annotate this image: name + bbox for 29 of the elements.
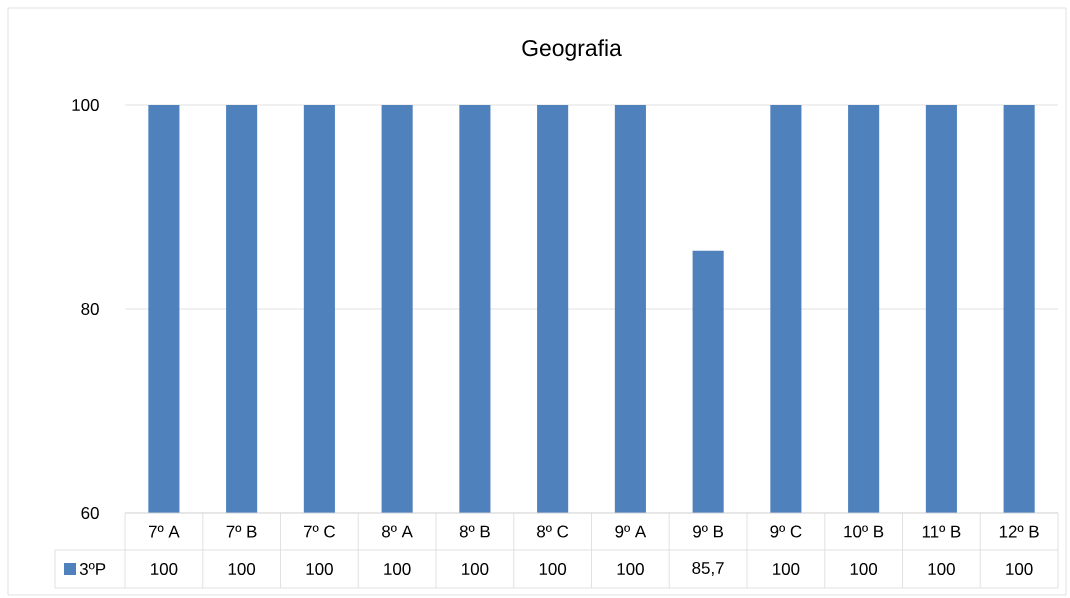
x-tick-label: 12º B	[999, 525, 1039, 538]
x-tick-label: 7º A	[148, 525, 180, 538]
data-label: 100	[617, 562, 644, 575]
data-label: 100	[306, 562, 333, 575]
data-label: 100	[928, 562, 955, 575]
y-tick-label: 80	[81, 302, 99, 315]
y-tick-label: 60	[81, 506, 99, 519]
x-tick-label: 9º B	[693, 525, 723, 538]
x-tick-label: 9º A	[615, 525, 647, 538]
chart-title: Geografia	[522, 39, 622, 61]
x-tick-label: 10º B	[844, 525, 884, 538]
x-tick-label: 7º B	[226, 525, 257, 538]
data-label: 100	[384, 562, 411, 575]
legend-label: 3ºP	[79, 562, 106, 575]
x-tick-label: 8º A	[382, 525, 413, 538]
x-tick-label: 8º B	[459, 525, 490, 538]
data-label: 100	[773, 562, 800, 575]
data-label: 100	[1006, 562, 1033, 575]
x-tick-label: 9º C	[770, 525, 802, 538]
data-label: 100	[462, 562, 489, 575]
data-label: 100	[151, 562, 178, 575]
data-label: 100	[539, 562, 567, 575]
data-label: 100	[228, 562, 256, 575]
data-label: 85,7	[692, 561, 724, 576]
x-tick-label: 7º C	[304, 525, 336, 538]
data-label: 100	[850, 562, 878, 575]
x-tick-label: 8º C	[537, 525, 569, 538]
y-tick-label: 100	[72, 98, 99, 111]
x-tick-label: 11º B	[922, 525, 961, 538]
